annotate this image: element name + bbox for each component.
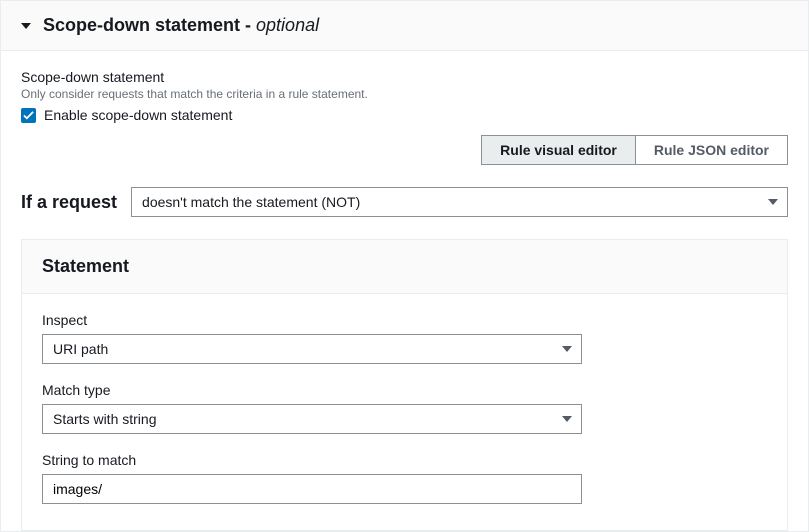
string-to-match-group: String to match	[42, 452, 767, 504]
match-type-label: Match type	[42, 382, 767, 398]
request-match-select-value: doesn't match the statement (NOT)	[131, 187, 788, 217]
string-to-match-label: String to match	[42, 452, 767, 468]
inspect-label: Inspect	[42, 312, 767, 328]
editor-toggle: Rule visual editor Rule JSON editor	[21, 135, 788, 165]
request-row: If a request doesn't match the statement…	[21, 187, 788, 217]
panel-title: Scope-down statement - optional	[43, 15, 319, 36]
enable-scope-checkbox[interactable]	[21, 108, 36, 123]
string-to-match-input[interactable]	[42, 474, 582, 504]
if-request-label: If a request	[21, 192, 117, 213]
match-type-select-value: Starts with string	[42, 404, 582, 434]
scope-label: Scope-down statement	[21, 69, 788, 85]
panel-title-sep: -	[240, 15, 256, 35]
statement-box: Statement Inspect URI path Match type St…	[21, 239, 788, 531]
panel-title-optional: optional	[256, 15, 319, 35]
inspect-select-value: URI path	[42, 334, 582, 364]
rule-json-editor-button[interactable]: Rule JSON editor	[635, 136, 787, 164]
request-match-select[interactable]: doesn't match the statement (NOT)	[131, 187, 788, 217]
panel-title-text: Scope-down statement	[43, 15, 240, 35]
inspect-group: Inspect URI path	[42, 312, 767, 364]
enable-scope-checkbox-row: Enable scope-down statement	[21, 107, 788, 123]
match-type-group: Match type Starts with string	[42, 382, 767, 434]
enable-scope-checkbox-label: Enable scope-down statement	[44, 107, 232, 123]
statement-header: Statement	[22, 240, 787, 294]
caret-down-icon	[21, 23, 31, 29]
match-type-select[interactable]: Starts with string	[42, 404, 582, 434]
panel-body: Scope-down statement Only consider reque…	[1, 51, 808, 531]
editor-toggle-group: Rule visual editor Rule JSON editor	[481, 135, 788, 165]
check-icon	[23, 110, 34, 121]
inspect-select[interactable]: URI path	[42, 334, 582, 364]
scope-down-panel: Scope-down statement - optional Scope-do…	[0, 0, 809, 532]
scope-description: Only consider requests that match the cr…	[21, 87, 788, 101]
panel-header[interactable]: Scope-down statement - optional	[1, 1, 808, 51]
rule-visual-editor-button[interactable]: Rule visual editor	[482, 136, 635, 164]
statement-body: Inspect URI path Match type Starts with …	[22, 294, 787, 530]
